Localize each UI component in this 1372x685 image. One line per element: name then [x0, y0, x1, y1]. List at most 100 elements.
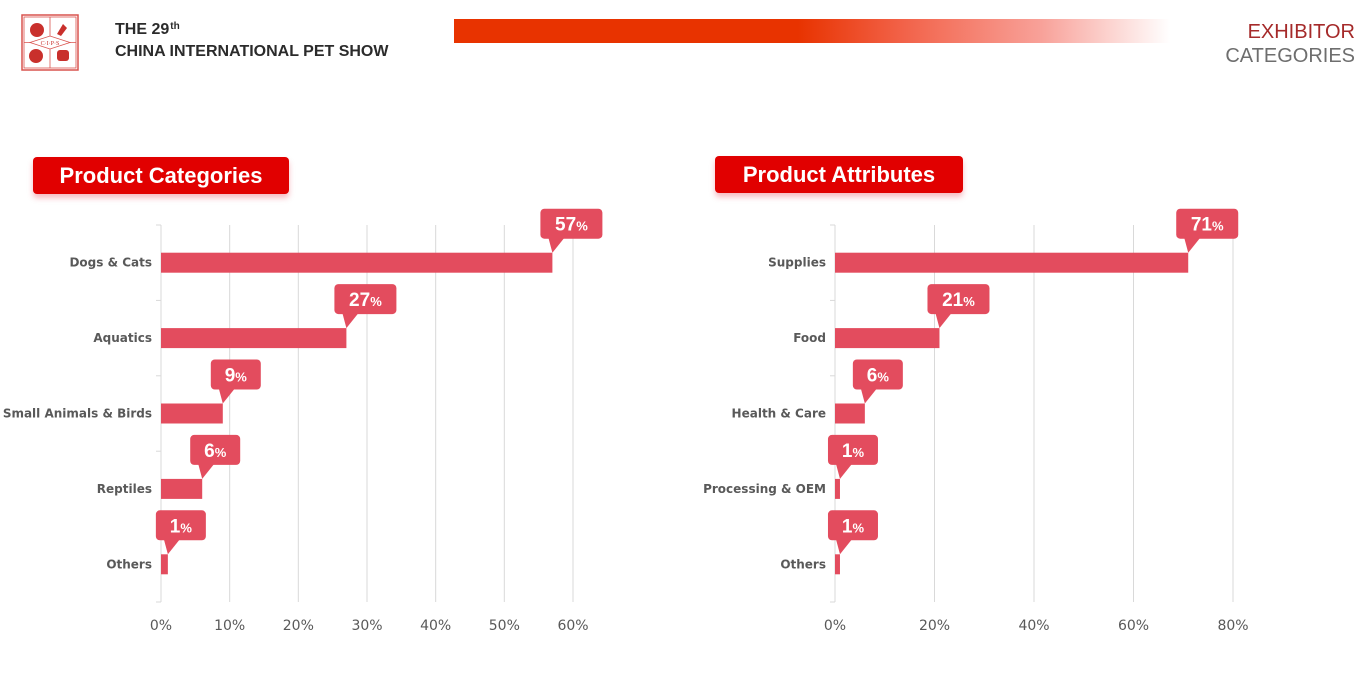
bar-others: [835, 554, 840, 575]
data-callout: 27%: [334, 284, 397, 329]
data-callout: 21%: [927, 284, 990, 329]
section-title: EXHIBITOR CATEGORIES: [1225, 20, 1355, 68]
product-attributes-title: Product Attributes: [715, 156, 963, 193]
category-label: Reptiles: [97, 482, 152, 496]
data-label-value: 21: [942, 290, 964, 311]
callout-pointer: [835, 463, 852, 479]
data-label-unit: %: [963, 294, 975, 309]
data-label: 1%: [170, 516, 193, 537]
callout-box: [1176, 208, 1239, 239]
chart-attributes: 0% 20% 40% 60% 80% Supplies 71% Food 21% Health &…: [703, 208, 1249, 634]
product-categories-title: Product Categories: [33, 157, 289, 194]
bar-food: [835, 328, 940, 349]
callout-pointer: [860, 388, 877, 404]
callout-box: [155, 510, 206, 541]
category-label: Dogs & Cats: [69, 256, 152, 270]
data-label: 21%: [942, 290, 975, 311]
x-tick-label: 0%: [824, 618, 846, 634]
chart-categories: 0% 10% 20% 30% 40% 50% 60% Dogs & Cats 57% Aquati…: [3, 208, 603, 634]
callout-box: [190, 434, 241, 465]
callout-box: [852, 359, 903, 390]
category-label: Others: [780, 557, 826, 571]
pet-silhouette-icon: [30, 23, 44, 37]
dog-silhouette-icon: [57, 50, 69, 61]
category-label: Small Animals & Birds: [3, 407, 152, 421]
data-label-value: 1: [842, 441, 853, 462]
bar-reptiles: [161, 478, 203, 499]
category-label: Others: [106, 557, 152, 571]
bar-processing-oem: [835, 478, 840, 499]
data-callout: 6%: [852, 359, 903, 404]
data-label-value: 6: [867, 366, 878, 387]
data-label-unit: %: [235, 370, 247, 385]
callout-box: [827, 434, 878, 465]
data-label-unit: %: [576, 219, 588, 234]
logo-text: C·I·P·S: [41, 41, 60, 47]
data-callout: 1%: [155, 510, 206, 555]
data-callout: 9%: [210, 359, 261, 404]
data-label-value: 1: [842, 516, 853, 537]
callout-pointer: [548, 237, 565, 253]
data-label: 6%: [867, 366, 890, 387]
bar-supplies: [835, 252, 1189, 273]
callout-box: [334, 284, 397, 315]
bar-dogs-cats: [161, 252, 553, 273]
category-label: Health & Care: [732, 407, 826, 421]
callout-pointer: [198, 463, 215, 479]
data-label: 1%: [842, 516, 865, 537]
category-label: Food: [793, 331, 826, 345]
data-label-unit: %: [215, 445, 227, 460]
x-tick-label: 0%: [150, 618, 172, 634]
data-callout: 1%: [827, 510, 878, 555]
callout-pointer: [935, 313, 952, 329]
x-tick-label: 20%: [283, 618, 314, 634]
callout-box: [927, 284, 990, 315]
data-label: 71%: [1191, 215, 1224, 236]
data-label-unit: %: [852, 520, 864, 535]
x-tick-label: 50%: [489, 618, 520, 634]
category-label: Aquatics: [93, 331, 152, 345]
section-title-line2: CATEGORIES: [1225, 45, 1355, 67]
show-title: THE 29th CHINA INTERNATIONAL PET SHOW: [115, 16, 388, 63]
data-label-unit: %: [852, 445, 864, 460]
x-tick-label: 20%: [919, 618, 950, 634]
data-label-value: 6: [204, 441, 215, 462]
data-label-value: 57: [555, 215, 576, 236]
show-edition: THE 29: [115, 21, 170, 38]
data-label-unit: %: [877, 370, 889, 385]
section-title-line1: EXHIBITOR: [1247, 21, 1355, 43]
callout-box: [210, 359, 261, 390]
data-label-value: 1: [170, 516, 181, 537]
category-label: Processing & OEM: [703, 482, 826, 496]
header-gradient-bar: [454, 19, 1170, 43]
callout-pointer: [1184, 237, 1201, 253]
x-tick-label: 80%: [1217, 618, 1248, 634]
fish-silhouette-icon: [29, 49, 43, 63]
data-label-unit: %: [180, 520, 192, 535]
callout-box: [540, 208, 603, 239]
data-label-value: 27: [349, 290, 370, 311]
cips-logo: C·I·P·S: [21, 14, 79, 71]
show-edition-suffix: th: [170, 21, 180, 32]
x-tick-label: 60%: [1118, 618, 1149, 634]
data-label: 9%: [225, 366, 248, 387]
bar-others: [161, 554, 168, 575]
x-tick-label: 30%: [351, 618, 382, 634]
data-label-value: 9: [225, 366, 236, 387]
x-tick-label: 40%: [1018, 618, 1049, 634]
data-callout: 6%: [190, 434, 241, 479]
show-name: CHINA INTERNATIONAL PET SHOW: [115, 43, 389, 60]
data-callout: 71%: [1176, 208, 1239, 253]
callout-pointer: [835, 539, 852, 555]
bar-health-care: [835, 403, 865, 424]
bar-aquatics: [161, 328, 347, 349]
data-label-unit: %: [370, 294, 382, 309]
data-callout: 57%: [540, 208, 603, 253]
bird-silhouette-icon: [57, 24, 67, 36]
category-label: Supplies: [768, 256, 826, 270]
x-tick-label: 10%: [214, 618, 245, 634]
x-tick-label: 40%: [420, 618, 451, 634]
callout-pointer: [218, 388, 235, 404]
x-tick-label: 60%: [557, 618, 588, 634]
